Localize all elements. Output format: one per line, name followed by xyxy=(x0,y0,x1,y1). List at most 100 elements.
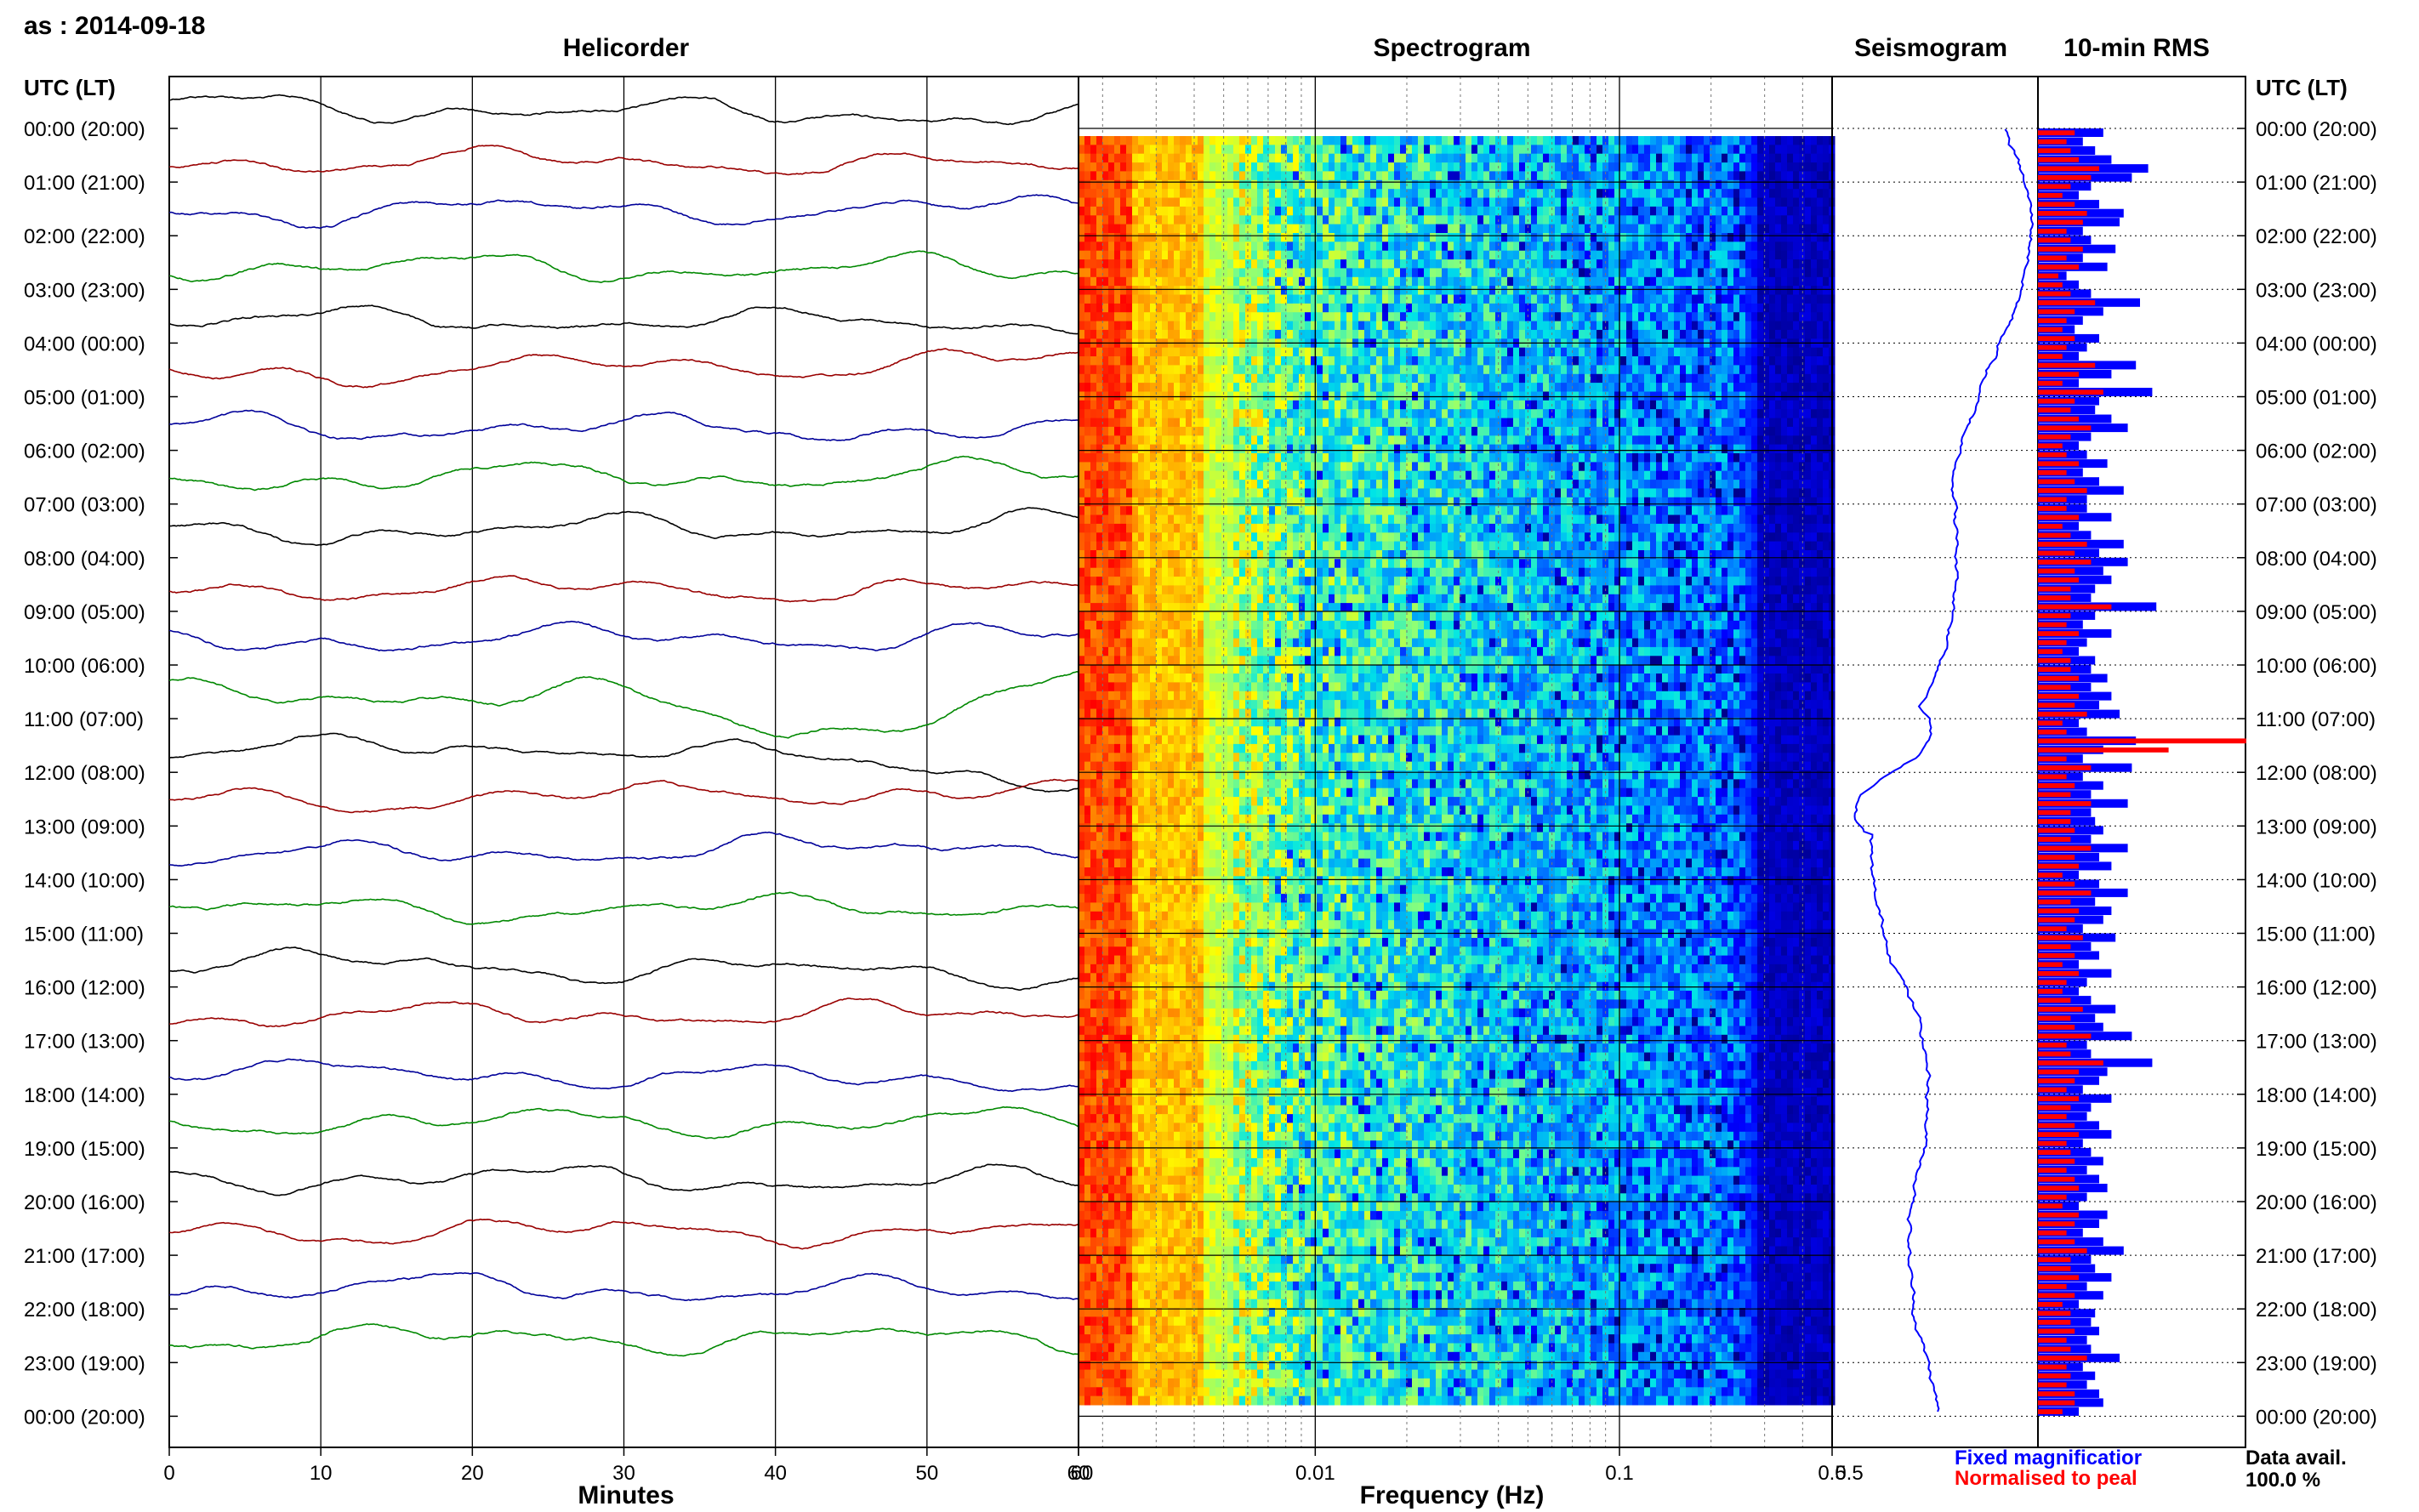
rms-bar-normalised xyxy=(2038,1338,2067,1343)
rms-bar-normalised xyxy=(2038,166,2099,172)
rms-bar-normalised xyxy=(2038,1275,2079,1281)
rms-bar-normalised xyxy=(2038,649,2063,655)
rms-bar-normalised xyxy=(2038,1212,2079,1218)
helicorder-trace xyxy=(168,1272,1079,1302)
rms-bar-normalised xyxy=(2038,855,2075,860)
helicorder-trace xyxy=(168,348,1079,389)
helicorder-trace xyxy=(168,670,1079,739)
rms-bar-normalised xyxy=(2038,1257,2071,1263)
rms-bar-normalised xyxy=(2038,219,2083,225)
rms-bar-normalised xyxy=(2038,1293,2075,1299)
rms-bar-normalised xyxy=(2038,1302,2063,1307)
rms-bar-normalised xyxy=(2038,156,2079,162)
helicorder-trace xyxy=(169,250,1079,284)
rms-bar-normalised xyxy=(2038,881,2075,887)
rms-bar-normalised xyxy=(2038,908,2079,914)
rms-bar-normalised xyxy=(2038,354,2063,359)
rms-bar-normalised xyxy=(2038,416,2079,422)
rms-bar-normalised xyxy=(2038,344,2067,350)
rms-bar-normalised xyxy=(2038,1069,2079,1075)
rms-bar-normalised xyxy=(2038,577,2079,583)
left-axis-title: UTC (LT) xyxy=(24,75,116,100)
row-label-left: 22:00 (18:00) xyxy=(24,1299,145,1322)
helicorder-panel xyxy=(168,76,1079,1448)
rms-bar-normalised xyxy=(2038,469,2067,475)
row-label-left: 21:00 (17:00) xyxy=(24,1245,145,1268)
rms-bar-normalised xyxy=(2038,184,2071,190)
helicorder-x-tick-label: 50 xyxy=(915,1462,938,1485)
rms-bar-normalised xyxy=(2038,747,2169,753)
rms-bar-normalised xyxy=(2038,192,2063,198)
rms-bar-normalised xyxy=(2038,1364,2067,1370)
rms-bar-normalised xyxy=(2038,1176,2075,1182)
helicorder-trace xyxy=(168,455,1079,492)
seismogram-panel xyxy=(1831,76,2039,1448)
rms-bar-normalised xyxy=(2038,1373,2071,1378)
row-label-right: 08:00 (04:00) xyxy=(2256,548,2377,571)
helicorder-trace xyxy=(168,620,1079,652)
helicorder-trace xyxy=(168,409,1079,441)
seismogram-trace xyxy=(1853,128,2035,1413)
rms-bar-normalised xyxy=(2038,461,2079,467)
helicorder-trace xyxy=(168,575,1079,603)
rms-bar-normalised xyxy=(2038,1230,2067,1236)
rms-bar-normalised xyxy=(2038,980,2067,986)
row-label-right: 02:00 (22:00) xyxy=(2256,225,2377,248)
rms-bar-normalised xyxy=(2038,309,2075,315)
rms-bar-normalised xyxy=(2038,1284,2067,1289)
rms-bar-normalised xyxy=(2038,380,2063,386)
rms-bar-normalised xyxy=(2038,1328,2075,1334)
rms-bar-normalised xyxy=(2038,282,2063,287)
rms-bar-normalised xyxy=(2038,568,2075,574)
rms-bar-normalised xyxy=(2038,255,2067,261)
rms-bar-normalised xyxy=(2038,1051,2071,1057)
rms-bar-normalised xyxy=(2038,389,2103,395)
rms-bar-normalised xyxy=(2038,1132,2079,1137)
rms-bar-normalised xyxy=(2038,524,2063,529)
helicorder-trace xyxy=(168,1218,1079,1250)
spectrogram-x-label: Frequency (Hz) xyxy=(1360,1481,1545,1509)
rms-bar-normalised xyxy=(2038,327,2063,333)
row-label-right: 05:00 (01:00) xyxy=(2256,387,2377,410)
rms-bar-normalised xyxy=(2038,873,2063,878)
rms-bar-normalised xyxy=(2038,685,2071,691)
rms-bar-normalised xyxy=(2038,586,2071,592)
rms-bar-normalised xyxy=(2038,1194,2067,1200)
rms-bar-normalised xyxy=(2038,926,2067,932)
rms-bar-normalised xyxy=(2038,550,2075,556)
rms-bar-normalised xyxy=(2038,693,2079,699)
rms-bar-normalised xyxy=(2038,1096,2079,1101)
row-label-right: 03:00 (23:00) xyxy=(2256,279,2377,302)
rms-bar-normalised xyxy=(2038,1310,2071,1316)
row-label-left: 08:00 (04:00) xyxy=(24,548,145,571)
rms-bar-normalised xyxy=(2038,657,2071,663)
rms-bar-normalised xyxy=(2038,702,2075,708)
helicorder-x-label: Minutes xyxy=(578,1481,674,1509)
rms-bar-normalised xyxy=(2038,1356,2087,1361)
row-label-right: 13:00 (09:00) xyxy=(2256,816,2377,838)
row-label-left: 14:00 (10:00) xyxy=(24,869,145,892)
helicorder-trace xyxy=(168,304,1079,335)
rms-bar-normalised xyxy=(2038,247,2083,252)
spectrogram-panel xyxy=(1078,76,1836,1448)
row-label-left: 09:00 (05:00) xyxy=(24,601,145,624)
helicorder-trace xyxy=(169,946,1079,992)
rms-bar-normalised xyxy=(2038,506,2067,511)
rms-bar-normalised xyxy=(2038,237,2071,243)
row-label-right: 00:00 (20:00) xyxy=(2256,118,2377,141)
rms-bar-normalised xyxy=(2038,827,2075,833)
rms-bar-normalised xyxy=(2038,425,2092,431)
row-label-right: 09:00 (05:00) xyxy=(2256,601,2377,624)
rms-bar-normalised xyxy=(2038,639,2067,645)
rms-bar-normalised xyxy=(2038,336,2075,341)
rms-bar-normalised xyxy=(2038,479,2075,485)
rms-bar-normalised xyxy=(2038,1025,2075,1030)
rms-bar-normalised xyxy=(2038,962,2063,968)
rms-bar-normalised xyxy=(2038,783,2075,788)
rms-bar-normalised xyxy=(2038,801,2092,806)
row-label-left: 01:00 (21:00) xyxy=(24,172,145,195)
rms-bar-normalised xyxy=(2038,890,2092,895)
rms-bar-normalised xyxy=(2038,407,2071,413)
helicorder-title: Helicorder xyxy=(563,34,690,62)
rms-bar-normalised xyxy=(2038,318,2067,323)
